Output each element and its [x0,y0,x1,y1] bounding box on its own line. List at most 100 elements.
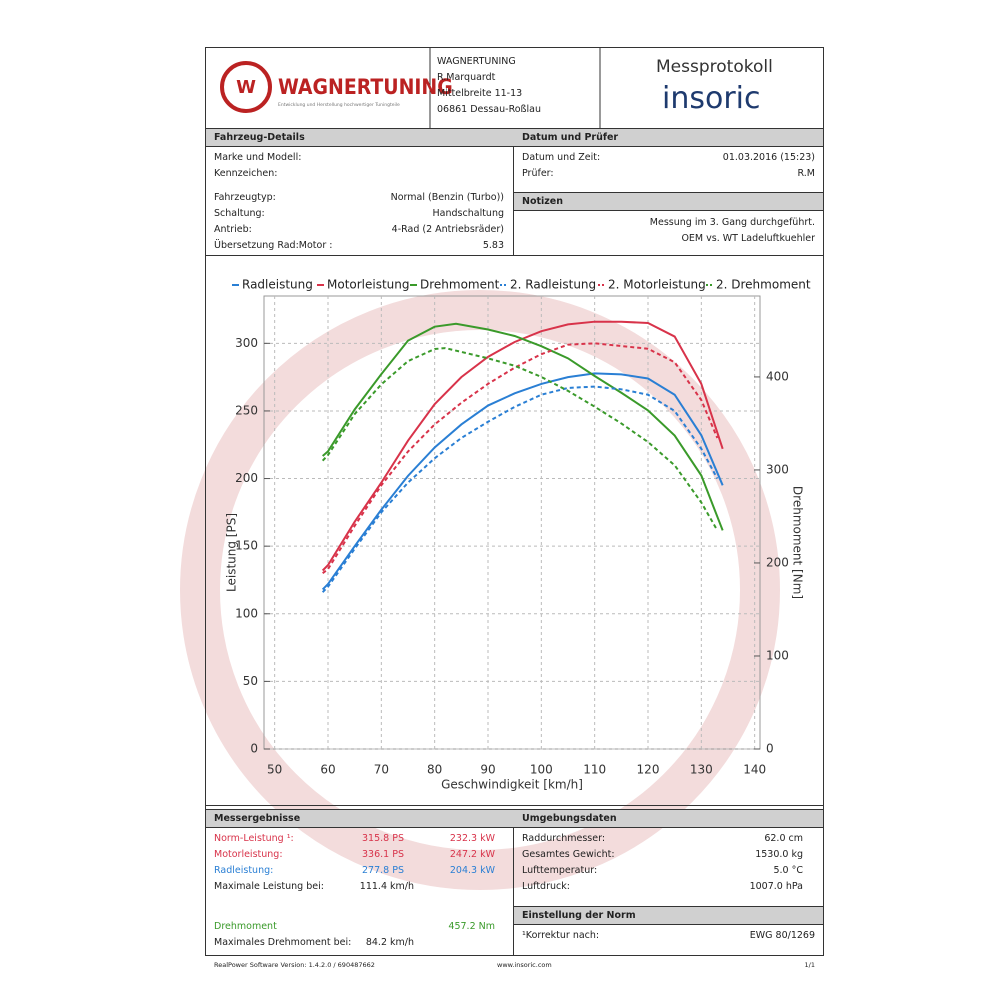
frame [205,47,824,956]
note-line: Messung im 3. Gang durchgeführt. [649,217,815,228]
legend-label: 2. Radleistung [510,278,596,292]
legend-label: Drehmoment [420,278,500,292]
y-tick-label: 50 [243,674,258,688]
x-tick-label: 70 [374,763,389,777]
section-title: Messergebnisse [214,813,301,824]
field-label: Schaltung: [214,208,265,219]
x-tick-label: 110 [583,763,606,777]
footer-text: www.insoric.com [497,961,552,969]
y2-tick-label: 200 [766,555,789,569]
legend-label: 2. Motorleistung [608,278,706,292]
data-line [322,322,724,531]
result-label: Maximales Drehmoment bei: [214,937,352,948]
section-bars [205,128,824,925]
result-label: Radleistung: [214,865,274,876]
x-tick-label: 90 [480,763,495,777]
y-tick-label: 300 [235,336,258,350]
x-tick-label: 130 [690,763,713,777]
field-value: R.M [797,168,815,179]
field-label: Datum und Zeit: [522,152,601,163]
y2-tick-label: 400 [766,369,789,383]
chart: 50 60 70 80 90 100 110 120 130 140050100150200250… [225,278,811,792]
field-value: Normal (Benzin (Turbo)) [390,192,504,203]
field-value: 62.0 cm [764,833,803,844]
result-value: 204.3 kW [449,865,495,876]
y2-tick-label: 300 [766,462,789,476]
field-label: Lufttemperatur: [522,865,598,876]
field-label: Fahrzeugtyp: [214,192,276,203]
data-line [321,385,719,593]
result-value: 277.8 PS [362,865,404,876]
y2-tick-label: 0 [766,742,774,756]
x-tick-label: 80 [427,763,442,777]
field-value: EWG 80/1269 [749,930,815,941]
result-value: 457.2 Nm [448,921,495,932]
section-title: Fahrzeug-Details [214,132,305,143]
legend-label: Radleistung [242,278,313,292]
address-line: 06861 Dessau-Roßlau [437,104,542,115]
x-tick-label: 120 [637,763,660,777]
y2-tick-label: 100 [766,648,789,662]
footer-text: RealPower Software Version: 1.4.2.0 / 69… [214,961,375,969]
legend-label: Motorleistung [327,278,410,292]
logo-subtitle: Entwicklung und Herstellung hochwertiger… [278,103,400,108]
field-value: Handschaltung [432,208,504,219]
x-tick-label: 50 [267,763,282,777]
data-line [321,320,724,572]
section-title: Einstellung der Norm [522,910,636,921]
field-label: Übersetzung Rad:Motor : [214,240,333,251]
field-value: 4-Rad (2 Antriebsräder) [391,224,504,235]
legend-label: 2. Drehmoment [716,278,811,292]
result-label: Maximale Leistung bei: [214,881,324,892]
result-value: 247.2 kW [449,849,495,860]
field-label: Marke und Modell: [214,152,302,163]
x-tick-label: 60 [320,763,335,777]
section-title: Datum und Prüfer [522,132,619,143]
x-tick-label: 100 [530,763,553,777]
result-value: 232.3 kW [449,833,495,844]
y2-axis-label: Drehmoment [Nm] [791,486,805,599]
logo-mark: W [220,61,272,113]
svg-text:W: W [236,77,256,98]
field-value: 5.83 [482,240,504,251]
logo-text: WAGNERTUNING [278,75,453,99]
result-value: 84.2 km/h [365,937,414,948]
y-tick-label: 0 [250,742,258,756]
result-value: 336.1 PS [362,849,404,860]
brand-logo: insoric [662,81,761,116]
document-title: Messprotokoll [656,57,773,77]
field-label: Antrieb: [214,224,252,235]
address-line: WAGNERTUNING [437,56,516,67]
field-value: 1007.0 hPa [749,881,803,892]
field-value: 5.0 °C [773,865,803,876]
field-label: ¹Korrektur nach: [522,930,600,941]
result-value: 111.4 km/h [359,881,414,892]
field-label: Raddurchmesser: [522,833,606,844]
y-tick-label: 150 [235,539,258,553]
field-value: 1530.0 kg [755,849,803,860]
result-label: Motorleistung: [214,849,283,860]
data-line [321,372,724,591]
field-label: Prüfer: [522,168,554,179]
field-value: 01.03.2016 (15:23) [722,152,815,163]
section-title: Umgebungsdaten [522,813,617,824]
field-label: Gesamtes Gewicht: [522,849,615,860]
y-axis-label: Leistung [PS] [225,513,239,592]
address-line: Mittelbreite 11-13 [437,88,523,99]
y-tick-label: 200 [235,471,258,485]
section-title: Notizen [522,196,564,207]
y-tick-label: 250 [235,403,258,417]
data-line [321,347,719,531]
field-label: Kennzeichen: [214,168,278,179]
field-label: Luftdruck: [522,881,570,892]
address-line: R.Marquardt [437,72,496,83]
result-label: Drehmoment [214,921,277,932]
x-axis-label: Geschwindigkeit [km/h] [441,778,583,792]
result-label: Norm-Leistung ¹: [214,833,294,844]
x-tick-label: 140 [743,763,766,777]
note-line: OEM vs. WT Ladeluftkuehler [681,233,815,244]
result-value: 315.8 PS [362,833,404,844]
footer-text: 1/1 [804,961,815,969]
